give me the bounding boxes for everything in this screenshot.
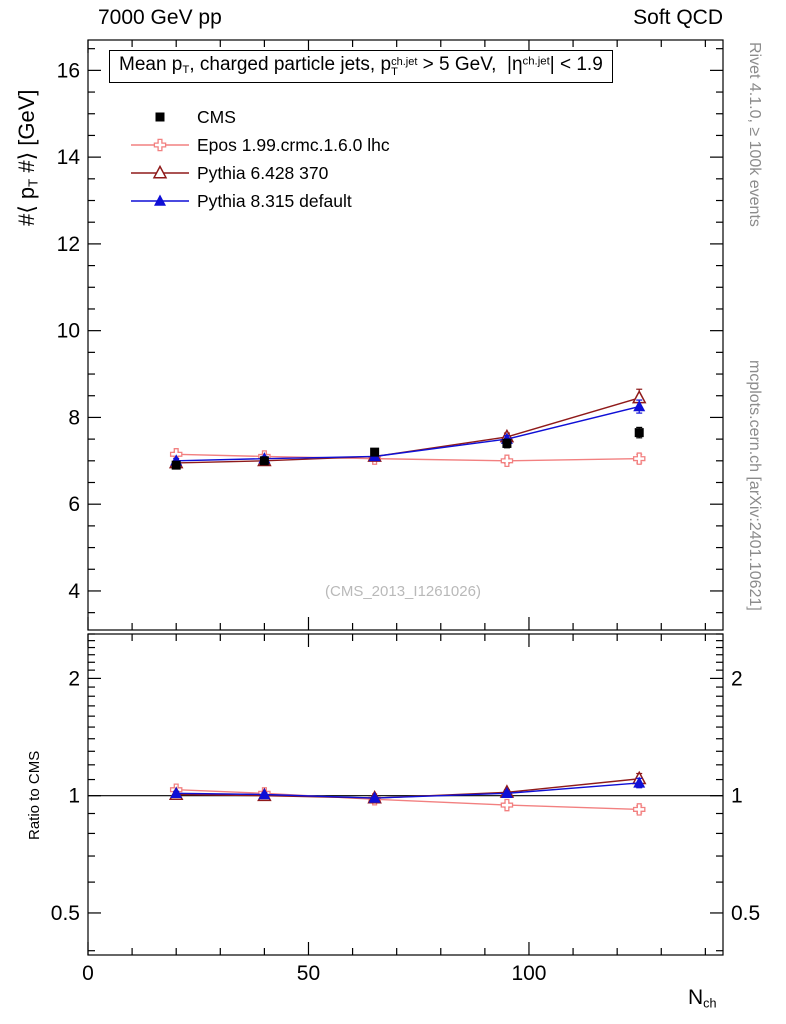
svg-text:0.5: 0.5 [51, 902, 80, 925]
svg-text:6: 6 [68, 493, 80, 516]
legend-label-cms: CMS [197, 107, 236, 127]
title-seg-4: | < 1.9 [549, 54, 603, 75]
mcplots-arxiv-note: mcplots.cern.ch [arXiv:2401.10621] [746, 360, 763, 611]
legend-label-pythia8: Pythia 8.315 default [197, 191, 352, 211]
svg-text:2: 2 [68, 667, 80, 690]
title-seg-2-subb: T [391, 65, 398, 78]
process-group-label: Soft QCD [633, 6, 723, 29]
title-seg-1-sub: T [182, 64, 190, 77]
title-seg-3-sup: ch.jet [522, 55, 550, 68]
title-seg-2-sup: ch.jet [391, 55, 418, 68]
ratio-panel: 0.5 0.5 1 1 2 2 0 50 100 [51, 633, 760, 985]
y-title-pre: #⟨ p [14, 186, 39, 226]
legend-samples [131, 112, 189, 206]
x-title-sub: ch [703, 996, 717, 1011]
svg-text:0.5: 0.5 [731, 902, 760, 925]
legend-label-pythia6: Pythia 6.428 370 [197, 163, 329, 183]
title-seg-2: , charged particle jets, p [189, 54, 392, 75]
title-seg-1: Mean p [119, 54, 183, 75]
svg-text:0: 0 [82, 962, 94, 985]
main-frame [87, 39, 724, 631]
title-seg-2-supsub: ch.jet T [391, 55, 418, 78]
analysis-id-watermark: (CMS_2013_I1261026) [325, 583, 481, 600]
title-seg-3: > 5 GeV, |η [417, 54, 523, 75]
ratio-frame [87, 633, 724, 956]
svg-text:1: 1 [731, 785, 743, 808]
svg-text:2: 2 [731, 667, 743, 690]
svg-text:100: 100 [511, 962, 546, 985]
series-pythia-8-315-default [170, 776, 646, 803]
rivet-version-note: Rivet 4.1.0, ≥ 100k events [746, 42, 763, 227]
main-panel: 4 6 8 10 12 14 16 [57, 39, 724, 631]
svg-text:8: 8 [68, 406, 80, 429]
svg-text:16: 16 [57, 59, 80, 82]
series-cms [171, 426, 644, 470]
svg-text:50: 50 [297, 962, 320, 985]
svg-text:4: 4 [68, 580, 80, 603]
ratio-y-axis-title: Ratio to CMS [26, 750, 43, 840]
y-title-post: #⟩ [GeV] [14, 89, 39, 179]
main-y-axis-title: #⟨ pT #⟩ [GeV] [14, 89, 41, 226]
svg-text:12: 12 [57, 233, 80, 256]
x-axis-title: Nch [688, 986, 716, 1011]
svg-text:1: 1 [68, 785, 80, 808]
x-title-main: N [688, 986, 704, 1009]
svg-text:10: 10 [57, 320, 80, 343]
plot-title: Mean pT, charged particle jets, p ch.jet T… [109, 50, 613, 84]
legend-label-epos: Epos 1.99.crmc.1.6.0 lhc [197, 135, 390, 155]
y-title-sub: T [25, 178, 41, 187]
svg-text:14: 14 [57, 146, 81, 169]
beam-energy-label: 7000 GeV pp [98, 6, 222, 29]
